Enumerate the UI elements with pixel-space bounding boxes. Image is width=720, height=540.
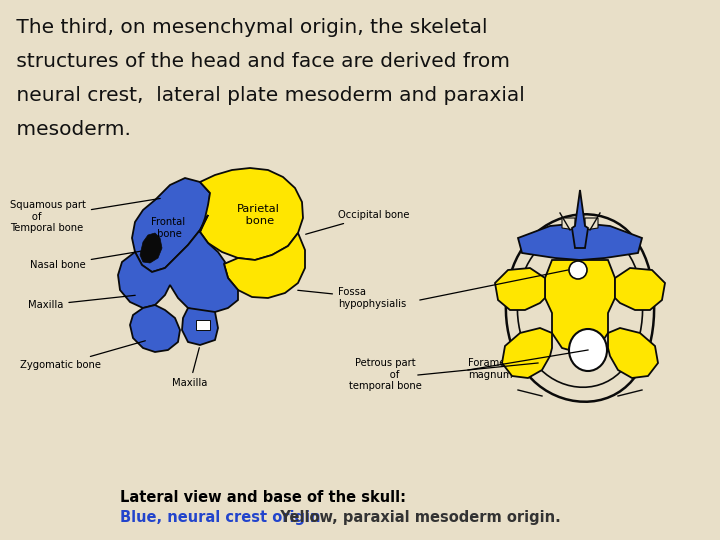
Polygon shape [615, 268, 665, 310]
Text: Maxilla: Maxilla [172, 348, 207, 388]
Text: Nasal bone: Nasal bone [30, 251, 145, 270]
Text: Frontal
 bone: Frontal bone [151, 217, 185, 239]
Text: Occipital bone: Occipital bone [306, 210, 410, 234]
Polygon shape [118, 215, 238, 312]
Ellipse shape [569, 329, 607, 371]
Text: Parietal
 bone: Parietal bone [237, 204, 279, 226]
Text: Petrous part
      of
temporal bone: Petrous part of temporal bone [348, 358, 421, 391]
Polygon shape [562, 218, 575, 230]
Polygon shape [200, 168, 303, 260]
Text: structures of the head and face are derived from: structures of the head and face are deri… [10, 52, 510, 71]
Polygon shape [518, 229, 643, 387]
Polygon shape [132, 178, 210, 272]
Text: Zygomatic bone: Zygomatic bone [20, 341, 145, 370]
Polygon shape [518, 223, 642, 260]
Polygon shape [182, 308, 218, 345]
Polygon shape [502, 328, 552, 378]
Text: Squamous part
       of
Temporal bone: Squamous part of Temporal bone [10, 198, 161, 233]
Polygon shape [608, 328, 658, 378]
Text: Blue, neural crest origin: Blue, neural crest origin [120, 510, 320, 525]
Text: The third, on mesenchymal origin, the skeletal: The third, on mesenchymal origin, the sk… [10, 18, 487, 37]
Polygon shape [506, 214, 654, 402]
Polygon shape [130, 305, 180, 352]
Polygon shape [572, 190, 588, 248]
Text: Maxilla: Maxilla [28, 295, 135, 310]
Polygon shape [545, 260, 615, 353]
Text: Foramen
magnum: Foramen magnum [468, 358, 513, 380]
Polygon shape [224, 233, 305, 298]
Circle shape [569, 261, 587, 279]
Text: Lateral view and base of the skull:: Lateral view and base of the skull: [120, 490, 406, 505]
Text: Fossa
hypophysialis: Fossa hypophysialis [298, 287, 406, 309]
Text: mesoderm.: mesoderm. [10, 120, 131, 139]
Bar [196, 320, 210, 330]
Polygon shape [585, 218, 598, 230]
Text: Yellow, paraxial mesoderm origin.: Yellow, paraxial mesoderm origin. [265, 510, 561, 525]
Text: neural crest,  lateral plate mesoderm and paraxial: neural crest, lateral plate mesoderm and… [10, 86, 525, 105]
Polygon shape [140, 233, 162, 263]
Polygon shape [495, 268, 545, 310]
